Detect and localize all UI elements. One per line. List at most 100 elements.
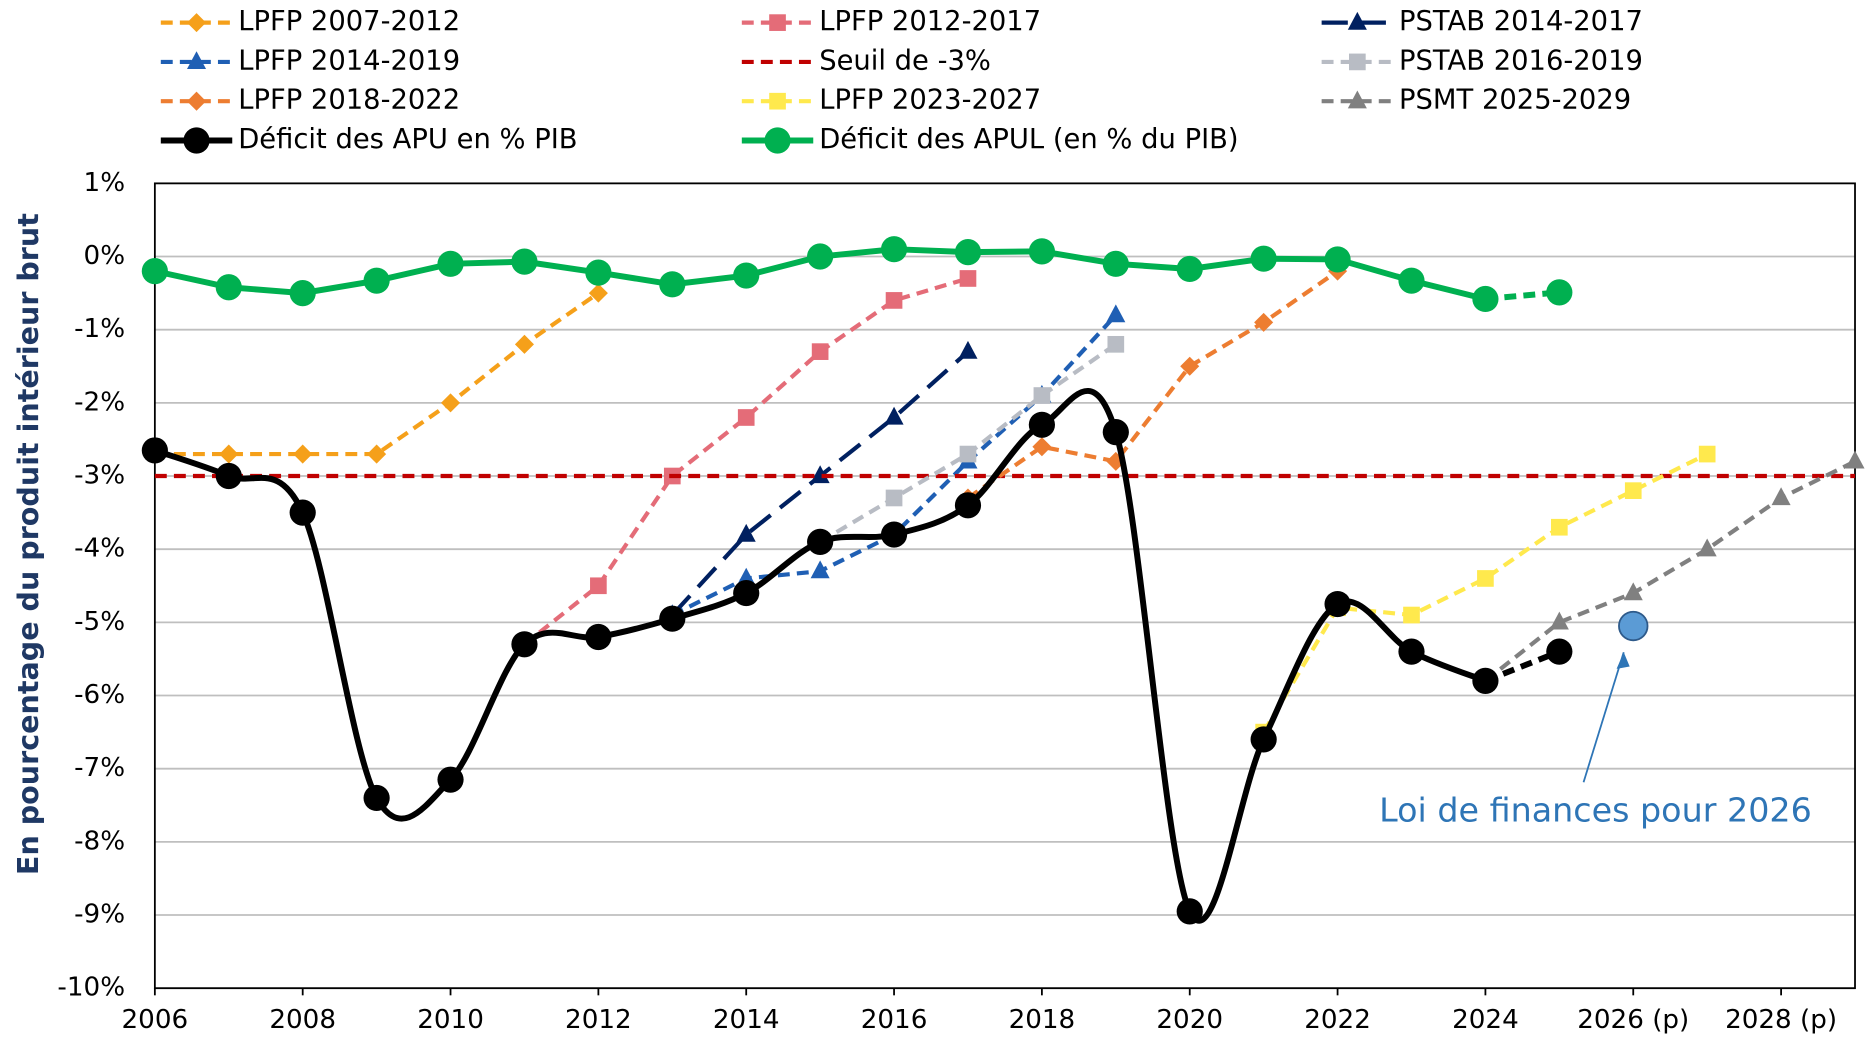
point xyxy=(1180,356,1200,376)
point xyxy=(1349,53,1366,71)
point xyxy=(769,14,786,31)
point xyxy=(585,259,612,286)
point xyxy=(1102,250,1129,277)
legend-label: LPFP 2014-2019 xyxy=(238,45,460,76)
legend-label: LPFP 2007-2012 xyxy=(238,6,460,37)
point xyxy=(659,605,686,632)
y-tick-label: 1% xyxy=(84,168,126,198)
point xyxy=(1324,246,1351,273)
point xyxy=(811,343,829,360)
point xyxy=(1176,255,1203,283)
point xyxy=(219,444,239,464)
series-line xyxy=(153,388,1487,924)
x-tick-label: 2016 xyxy=(861,1005,928,1035)
point xyxy=(1107,335,1125,353)
y-tick-label: -8% xyxy=(74,826,125,856)
x-tick-label: 2018 xyxy=(1009,1005,1076,1035)
series xyxy=(141,388,1573,925)
point xyxy=(737,409,755,426)
series xyxy=(811,335,1125,551)
point xyxy=(1472,285,1499,313)
x-tick-label: 2020 xyxy=(1156,1005,1223,1035)
y-tick-label: -10% xyxy=(57,973,125,1003)
point xyxy=(1698,445,1716,463)
series xyxy=(145,283,608,464)
y-tick-label: -9% xyxy=(74,900,125,930)
point xyxy=(215,274,242,301)
point xyxy=(514,334,534,354)
point xyxy=(1624,482,1642,499)
point xyxy=(441,393,461,413)
point xyxy=(959,445,977,463)
series-line xyxy=(671,313,1118,617)
point xyxy=(141,258,168,285)
point xyxy=(880,236,908,263)
point xyxy=(437,250,464,277)
point xyxy=(1403,606,1420,624)
point xyxy=(1546,638,1573,665)
point xyxy=(1697,538,1717,557)
point xyxy=(363,784,390,812)
legend-label: PSTAB 2014-2017 xyxy=(1399,6,1643,37)
legend-label: LPFP 2023-2027 xyxy=(819,85,1041,116)
point xyxy=(437,766,464,793)
annotation-arrow xyxy=(1582,651,1625,783)
point xyxy=(1028,411,1055,438)
point xyxy=(1845,450,1865,469)
point xyxy=(588,283,608,303)
point xyxy=(289,280,316,307)
legend-label: Déficit des APUL (en % du PIB) xyxy=(819,124,1238,155)
point xyxy=(736,523,756,542)
y-tick-label: -6% xyxy=(74,680,125,710)
plot-frame xyxy=(153,182,1856,990)
point xyxy=(1324,590,1351,618)
point xyxy=(1546,279,1573,306)
point xyxy=(733,579,760,607)
series xyxy=(662,340,978,623)
point xyxy=(1250,245,1277,272)
point xyxy=(293,444,313,464)
point xyxy=(958,340,978,359)
point xyxy=(1032,437,1052,457)
point xyxy=(885,489,903,507)
point xyxy=(959,270,977,287)
x-tick-label: 2028 (p) xyxy=(1725,1005,1837,1035)
point xyxy=(1176,898,1203,925)
point xyxy=(141,437,168,464)
point xyxy=(880,521,908,548)
legend-label: LPFP 2018-2022 xyxy=(238,85,460,116)
annotation-point xyxy=(1618,610,1649,642)
series xyxy=(662,304,1126,623)
series xyxy=(958,261,1348,508)
point xyxy=(215,462,242,490)
series-line xyxy=(154,291,600,457)
y-tick-label: -1% xyxy=(74,314,125,344)
point xyxy=(659,271,686,298)
series-line xyxy=(1484,648,1561,684)
point xyxy=(769,92,786,110)
point xyxy=(1550,518,1568,536)
x-tick-label: 2026 (p) xyxy=(1577,1005,1689,1035)
point xyxy=(289,499,316,526)
x-tick-label: 2010 xyxy=(417,1005,484,1035)
x-tick-label: 2014 xyxy=(713,1005,780,1035)
point xyxy=(1398,638,1425,665)
point xyxy=(1398,267,1425,294)
point xyxy=(1771,487,1791,506)
point xyxy=(733,262,760,289)
point xyxy=(807,243,834,270)
point xyxy=(1250,726,1277,753)
point xyxy=(1106,304,1126,323)
legend-label: Seuil de -3% xyxy=(819,45,991,76)
point xyxy=(1472,667,1499,694)
point xyxy=(764,127,791,154)
annotation-text: Loi de finances pour 2026 xyxy=(1379,790,1812,829)
y-axis-label: En pourcentage du produit intérieur brut xyxy=(11,213,45,875)
point xyxy=(1028,238,1055,265)
x-tick-label: 2012 xyxy=(565,1005,632,1035)
point xyxy=(187,13,207,33)
point xyxy=(1347,90,1367,109)
legend-label: Déficit des APU en % PIB xyxy=(238,124,577,155)
point xyxy=(363,267,390,294)
